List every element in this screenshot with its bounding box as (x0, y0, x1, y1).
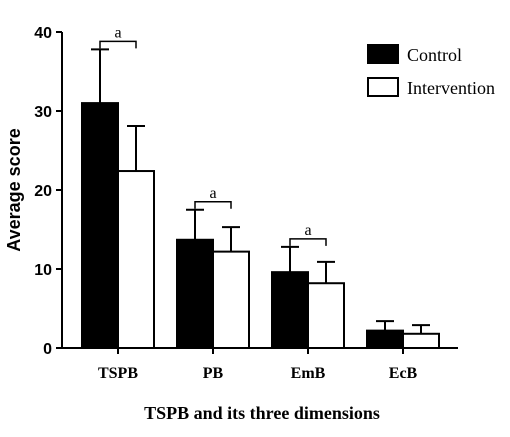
bar-intervention-tspb (117, 170, 155, 349)
significance-bracket (99, 40, 137, 49)
significance-label: a (304, 222, 311, 239)
y-tick-label: 0 (43, 341, 52, 358)
significance-label: a (209, 185, 216, 202)
labels: TSPB PB EmB EcB a a a (98, 24, 418, 382)
significance-bracket (289, 238, 327, 246)
legend-swatch (367, 44, 399, 64)
x-tick-label: TSPB (98, 365, 138, 382)
legend-label: Intervention (407, 78, 495, 98)
y-tick-label: 20 (34, 183, 52, 200)
bar-control-emb (271, 271, 309, 349)
x-axis-title: TSPB and its three dimensions (144, 403, 380, 423)
bars (81, 48, 440, 350)
significance-label: a (114, 24, 121, 41)
legend-swatch (367, 77, 399, 97)
bar-intervention-emb (307, 282, 345, 349)
bar-control-pb (176, 238, 214, 350)
y-axis-title: Average score (4, 128, 24, 251)
bar-control-ecb (366, 329, 404, 349)
y-tick-label: 30 (34, 104, 52, 121)
y-tick-label: 40 (34, 25, 52, 42)
bar-intervention-ecb (402, 332, 440, 349)
y-tick-label: 10 (34, 262, 52, 279)
x-tick-label: EmB (291, 365, 326, 382)
bar-intervention-pb (212, 250, 250, 349)
legend: Control Intervention (367, 44, 495, 98)
x-tick-label: PB (203, 365, 224, 382)
x-tick-label: EcB (389, 365, 418, 382)
legend-label: Control (407, 45, 462, 65)
bar-control-tspb (81, 102, 119, 349)
significance-bracket (194, 201, 232, 209)
